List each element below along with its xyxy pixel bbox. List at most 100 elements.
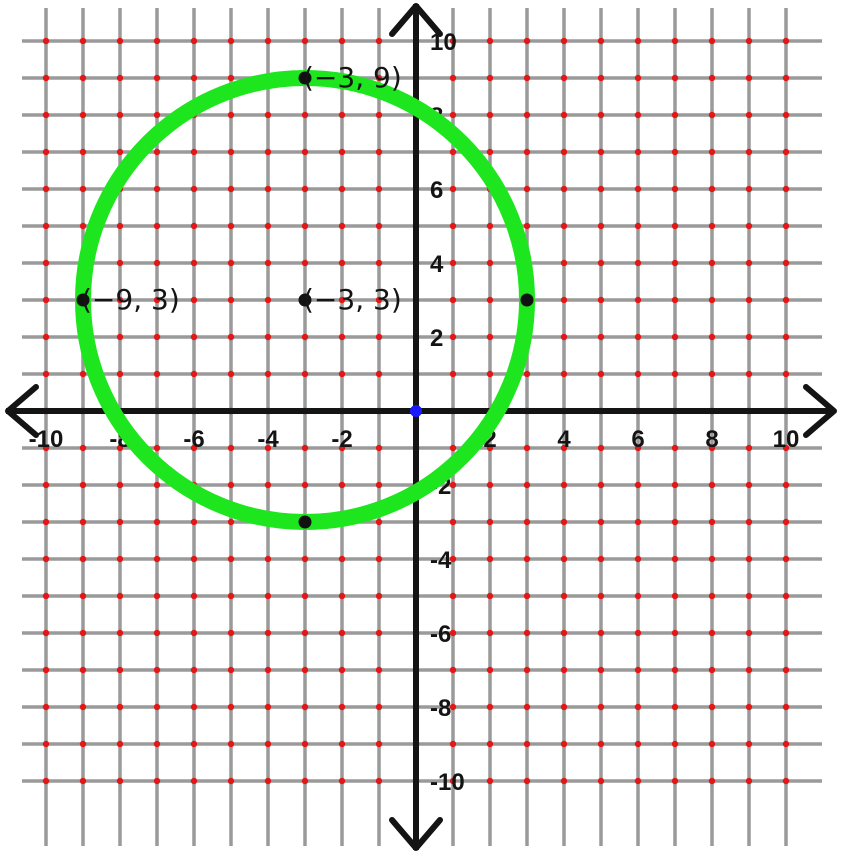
lattice-dot (264, 222, 272, 230)
lattice-dot (42, 148, 50, 156)
lattice-dot (486, 259, 494, 267)
lattice-dot (597, 185, 605, 193)
lattice-dot (634, 518, 642, 526)
lattice-dot (560, 481, 568, 489)
lattice-dot (338, 592, 346, 600)
lattice-dot (745, 592, 753, 600)
lattice-dot (671, 111, 679, 119)
lattice-dot (486, 222, 494, 230)
lattice-dot (153, 666, 161, 674)
lattice-dot (708, 555, 716, 563)
lattice-dot (560, 148, 568, 156)
lattice-dot (671, 481, 679, 489)
lattice-dot (375, 37, 383, 45)
lattice-dot (301, 111, 309, 119)
lattice-dot (597, 259, 605, 267)
lattice-dot (338, 629, 346, 637)
lattice-dot (449, 259, 457, 267)
lattice-dot (264, 555, 272, 563)
lattice-dot (264, 185, 272, 193)
lattice-dot (264, 37, 272, 45)
lattice-dot (227, 481, 235, 489)
lattice-dot (79, 666, 87, 674)
lattice-dot (375, 777, 383, 785)
lattice-dot (745, 185, 753, 193)
lattice-dot (486, 555, 494, 563)
origin-point (410, 405, 422, 417)
lattice-dot (597, 703, 605, 711)
lattice-dot (79, 740, 87, 748)
lattice-dot (227, 629, 235, 637)
lattice-dot (449, 703, 457, 711)
lattice-dot (523, 666, 531, 674)
lattice-dot (301, 666, 309, 674)
data-point (520, 293, 534, 307)
lattice-dot (486, 37, 494, 45)
lattice-dot (782, 740, 790, 748)
lattice-dot (190, 518, 198, 526)
lattice-dot (190, 592, 198, 600)
lattice-dot (264, 111, 272, 119)
lattice-dot (486, 444, 494, 452)
lattice-dot (523, 185, 531, 193)
lattice-dot (671, 185, 679, 193)
lattice-dot (523, 740, 531, 748)
lattice-dot (375, 592, 383, 600)
lattice-dot (190, 222, 198, 230)
lattice-dot (338, 777, 346, 785)
lattice-dot (486, 370, 494, 378)
lattice-dot (301, 740, 309, 748)
lattice-dot (449, 74, 457, 82)
lattice-dot (190, 555, 198, 563)
lattice-dot (79, 370, 87, 378)
lattice-dot (153, 185, 161, 193)
y-tick-label: -6 (430, 621, 451, 648)
lattice-dot (560, 703, 568, 711)
lattice-dot (116, 666, 124, 674)
lattice-dot (153, 481, 161, 489)
lattice-dot (116, 518, 124, 526)
lattice-dot (782, 629, 790, 637)
lattice-dot (375, 74, 383, 82)
lattice-dot (301, 703, 309, 711)
lattice-dot (42, 37, 50, 45)
lattice-dot (79, 222, 87, 230)
lattice-dot (375, 444, 383, 452)
lattice-dot (560, 518, 568, 526)
lattice-dot (523, 629, 531, 637)
lattice-dot (116, 148, 124, 156)
lattice-dot (634, 666, 642, 674)
lattice-dot (79, 444, 87, 452)
lattice-dot (375, 148, 383, 156)
lattice-dot (375, 555, 383, 563)
lattice-dot (560, 222, 568, 230)
lattice-dot (79, 703, 87, 711)
lattice-dot (634, 592, 642, 600)
lattice-dot (338, 222, 346, 230)
lattice-dot (560, 444, 568, 452)
lattice-dot (449, 481, 457, 489)
lattice-dot (449, 555, 457, 563)
lattice-dot (560, 740, 568, 748)
lattice-dot (375, 296, 383, 304)
lattice-dot (227, 111, 235, 119)
lattice-dot (264, 444, 272, 452)
lattice-dot (782, 777, 790, 785)
lattice-dot (375, 222, 383, 230)
lattice-dot (597, 518, 605, 526)
lattice-dot (486, 333, 494, 341)
lattice-dot (560, 592, 568, 600)
lattice-dot (782, 703, 790, 711)
lattice-dot (634, 333, 642, 341)
lattice-dot (634, 259, 642, 267)
lattice-dot (745, 740, 753, 748)
lattice-dot (708, 370, 716, 378)
lattice-dot (486, 74, 494, 82)
lattice-dot (190, 444, 198, 452)
lattice-dot (782, 111, 790, 119)
lattice-dot (708, 703, 716, 711)
lattice-dot (338, 185, 346, 193)
lattice-dot (116, 740, 124, 748)
x-tick-label: -2 (331, 426, 352, 453)
lattice-dot (227, 740, 235, 748)
